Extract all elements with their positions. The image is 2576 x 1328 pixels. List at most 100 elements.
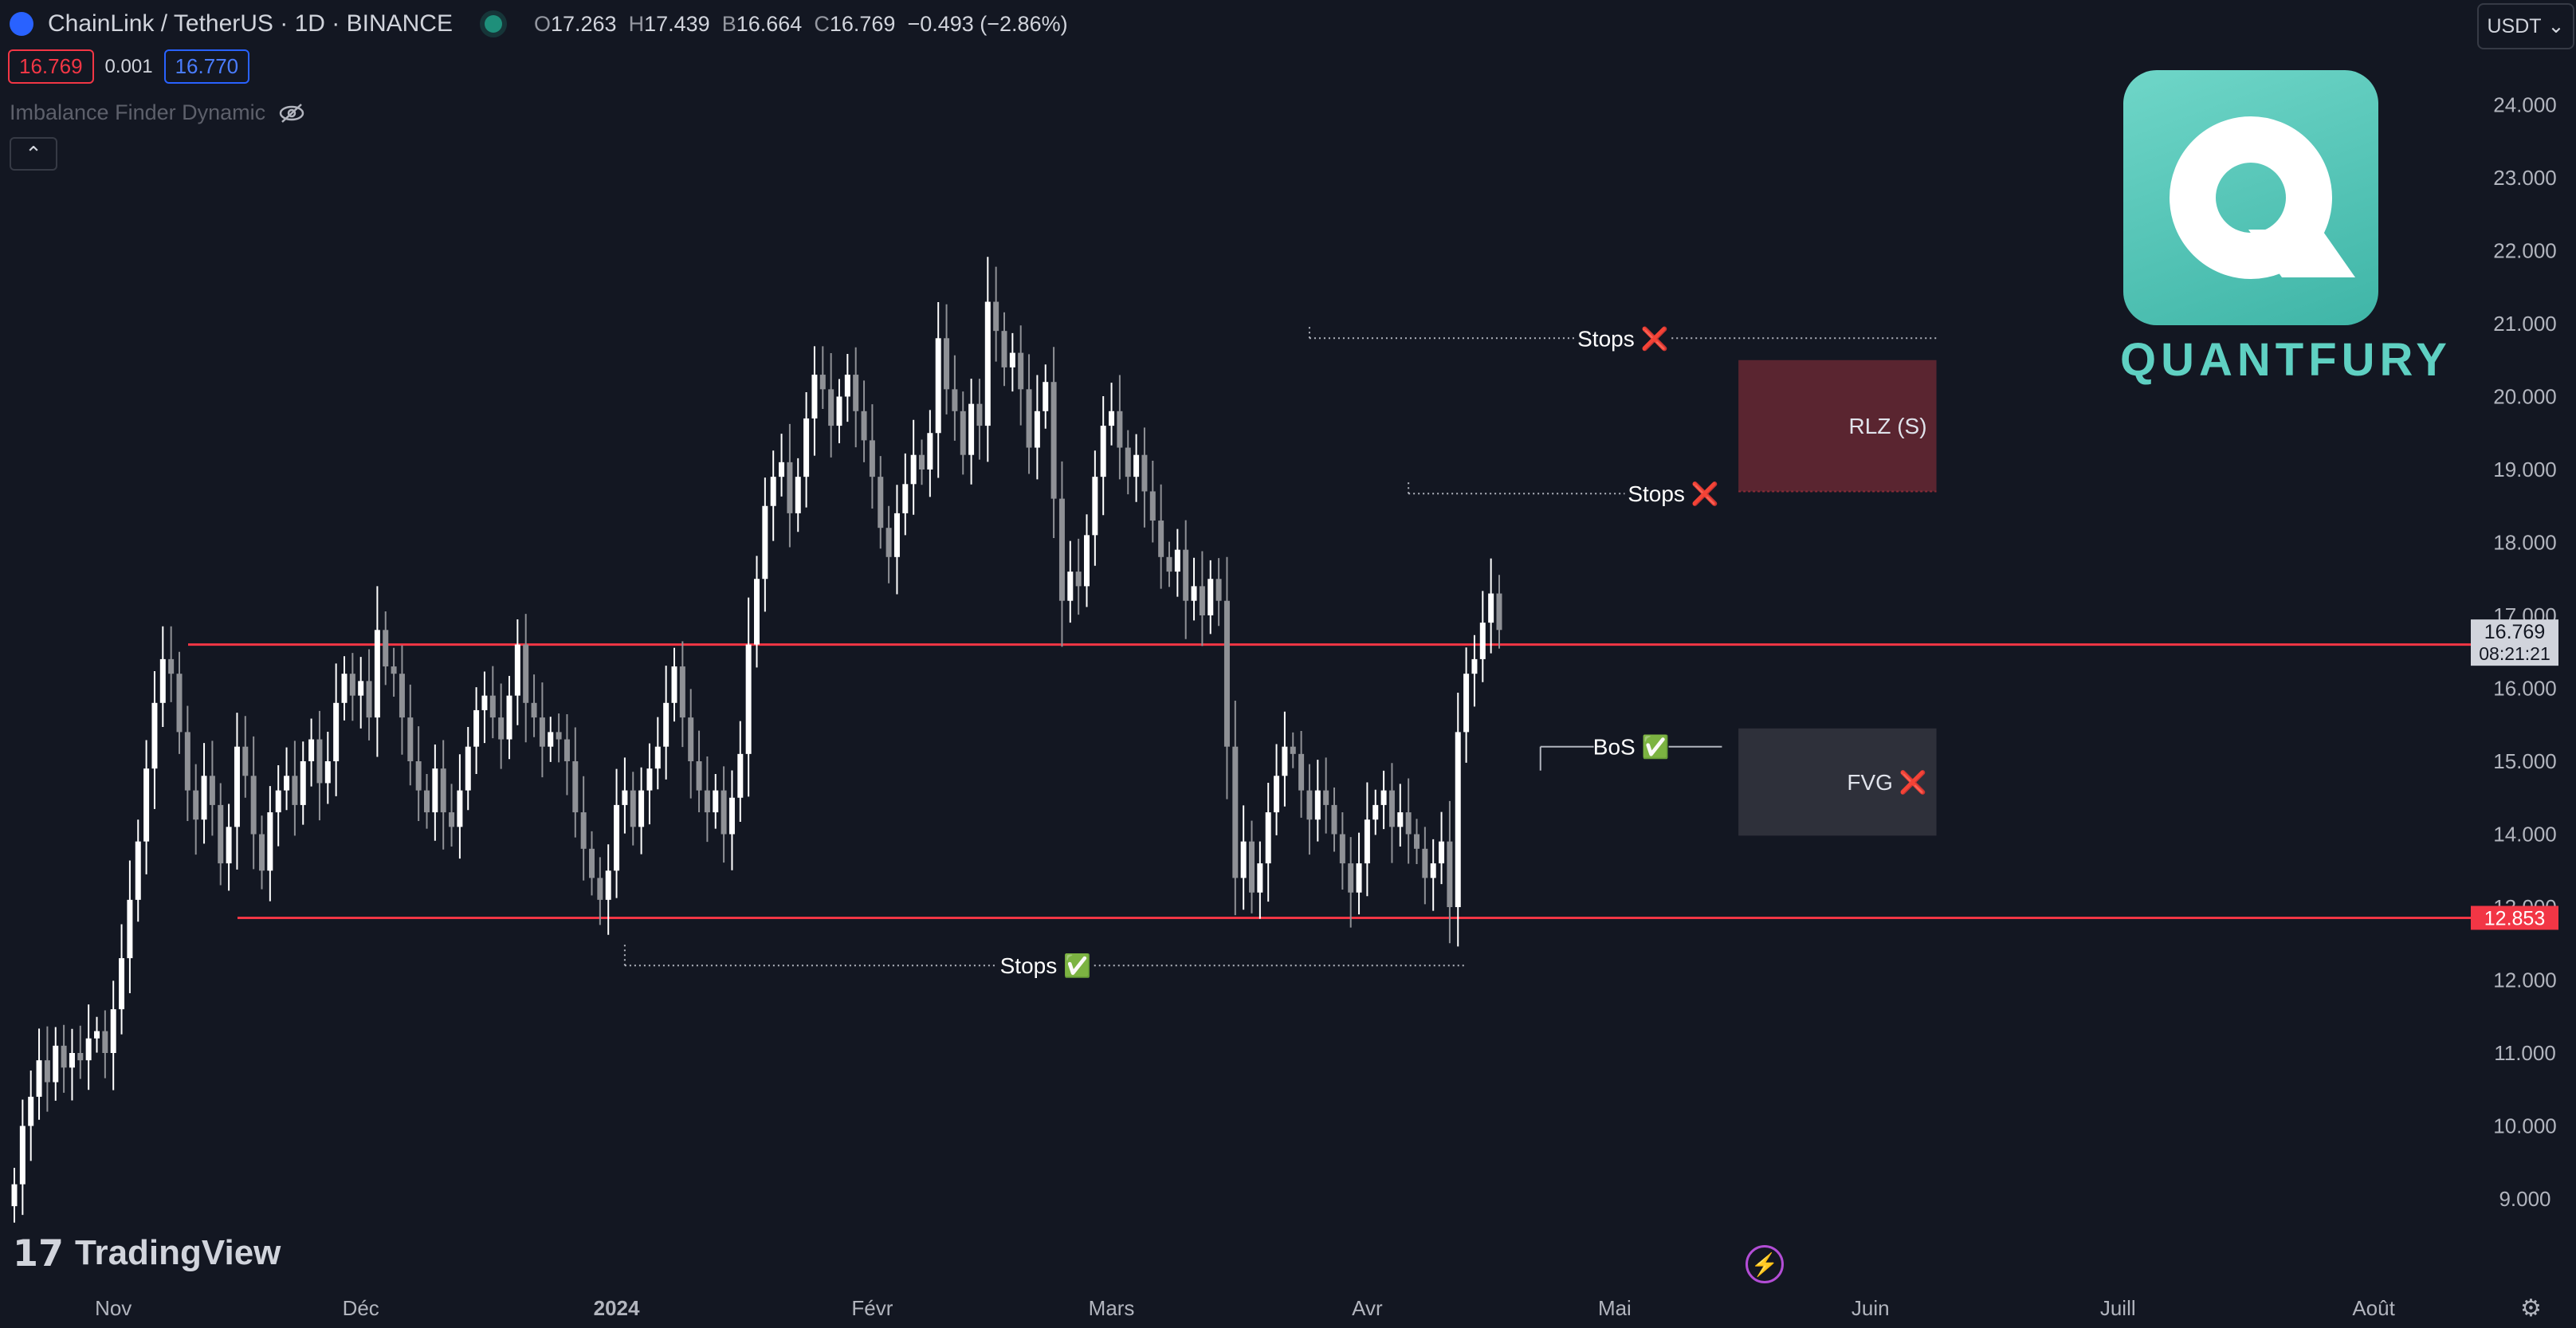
candle-body[interactable] [993,301,999,332]
candle-body[interactable] [1414,834,1420,849]
candle-body[interactable] [902,484,909,513]
candle-body[interactable] [564,739,570,761]
candle-body[interactable] [910,454,917,485]
candle-body[interactable] [259,834,265,871]
candle-body[interactable] [1174,549,1180,572]
candle-body[interactable] [391,666,397,674]
candle-body[interactable] [489,695,496,718]
candle-body[interactable] [341,674,348,703]
candle-body[interactable] [1100,426,1106,477]
candle-body[interactable] [77,1053,84,1061]
candle-body[interactable] [1001,331,1007,367]
candle-body[interactable] [176,674,183,733]
currency-select[interactable]: USDT ⌄ [2477,3,2574,49]
candle-body[interactable] [193,790,199,820]
candle-body[interactable] [1232,746,1239,878]
candle-body[interactable] [218,804,224,864]
candle-body[interactable] [44,1060,50,1082]
candle-body[interactable] [1463,674,1470,733]
candle-body[interactable] [1471,658,1478,674]
tradingview-logo[interactable]: 𝟭𝟳 TradingView [13,1232,281,1274]
collapse-legend-button[interactable]: ⌃ [10,137,57,171]
candle-body[interactable] [1058,498,1065,601]
candle-body[interactable] [1397,812,1404,827]
candle-body[interactable] [1043,382,1049,411]
candle-body[interactable] [572,761,579,813]
candle-body[interactable] [803,418,810,477]
candle-body[interactable] [811,375,818,418]
candle-body[interactable] [1084,535,1090,587]
candle-body[interactable] [1380,790,1387,805]
candle-body[interactable] [745,644,752,754]
candle-body[interactable] [944,338,950,390]
candle-body[interactable] [614,804,620,871]
candle-body[interactable] [1331,804,1337,835]
candle-body[interactable] [836,396,842,426]
candle-body[interactable] [531,702,537,718]
candle-body[interactable] [671,666,677,703]
buy-button[interactable]: 16.770 [163,49,250,84]
candle-body[interactable] [449,812,455,827]
candle-body[interactable] [1356,863,1362,893]
eye-hidden-icon[interactable] [278,103,305,124]
candle-body[interactable] [893,513,900,557]
candle-body[interactable] [960,411,966,455]
candle-body[interactable] [654,746,661,769]
candle-body[interactable] [754,579,760,645]
candle-body[interactable] [597,878,603,900]
candle-body[interactable] [407,717,414,761]
candle-body[interactable] [1009,352,1015,367]
candle-body[interactable] [548,732,554,747]
candle-body[interactable] [787,462,793,513]
candle-body[interactable] [1166,556,1172,572]
candle-body[interactable] [696,761,702,791]
candle-body[interactable] [1388,790,1395,827]
candle-body[interactable] [201,776,207,820]
candle-body[interactable] [275,790,281,813]
candle-body[interactable] [927,433,933,470]
candle-body[interactable] [135,841,141,900]
candle-body[interactable] [61,1045,67,1068]
candle-body[interactable] [250,776,257,835]
candle-body[interactable] [1249,841,1255,893]
candle-body[interactable] [36,1060,42,1097]
candle-body[interactable] [539,717,545,747]
candle-body[interactable] [737,753,744,798]
candle-body[interactable] [19,1126,26,1185]
candle-body[interactable] [1290,746,1296,754]
candle-body[interactable] [721,790,727,835]
candle-body[interactable] [1488,593,1494,623]
candle-body[interactable] [1364,819,1370,864]
candle-body[interactable] [457,790,463,827]
candle-body[interactable] [69,1053,75,1068]
candle-body[interactable] [151,702,158,769]
candle-body[interactable] [1117,411,1123,448]
candle-body[interactable] [498,717,505,740]
candle-body[interactable] [556,732,562,740]
candle-body[interactable] [440,768,446,813]
candle-body[interactable] [968,403,975,455]
candle-body[interactable] [1282,746,1288,776]
indicator-legend[interactable]: Imbalance Finder Dynamic [10,100,305,125]
candle-body[interactable] [465,746,471,791]
candle-body[interactable] [85,1038,92,1061]
candle-body[interactable] [234,746,240,827]
candle-body[interactable] [1067,572,1074,601]
candle-body[interactable] [432,768,438,813]
candle-body[interactable] [94,1031,100,1039]
candle-body[interactable] [383,630,389,667]
candle-body[interactable] [663,702,670,747]
candle-body[interactable] [308,739,315,761]
candle-body[interactable] [1026,389,1032,448]
candle-body[interactable] [1133,454,1140,477]
candle-body[interactable] [1306,790,1313,820]
candle-body[interactable] [984,301,991,426]
candle-body[interactable] [53,1045,59,1082]
candle-body[interactable] [28,1096,34,1126]
candle-body[interactable] [1240,841,1247,878]
candle-body[interactable] [580,812,587,849]
candle-body[interactable] [1050,382,1057,499]
candle-body[interactable] [1422,848,1428,878]
candle-body[interactable] [349,674,355,696]
